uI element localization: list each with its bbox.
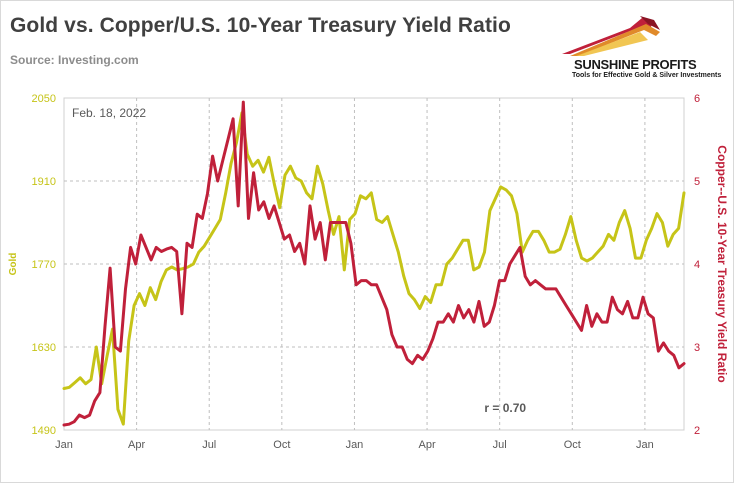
x-tick-label: Apr	[419, 439, 436, 451]
x-tick-label: Jan	[55, 439, 73, 451]
y-tick-label: 2050	[32, 93, 56, 105]
ratio-series-line	[62, 100, 686, 427]
x-tick-label: Apr	[128, 439, 145, 451]
x-tick-label: Jan	[346, 439, 364, 451]
logo-tagline: Tools for Effective Gold & Silver Invest…	[572, 72, 722, 79]
date-note: Feb. 18, 2022	[72, 106, 146, 120]
y2-tick-label: 4	[694, 259, 700, 271]
logo-mark-icon	[562, 16, 660, 56]
x-tick-label: Jul	[493, 439, 507, 451]
x-tick-label: Oct	[564, 439, 581, 451]
y2-tick-label: 6	[694, 93, 700, 105]
y-axis-title: Gold	[8, 253, 19, 276]
y2-tick-label: 2	[694, 425, 700, 437]
y-tick-label: 1770	[32, 259, 56, 271]
y-tick-label: 1910	[32, 176, 56, 188]
y2-tick-label: 5	[694, 176, 700, 188]
gold-series-line	[62, 111, 686, 426]
y-tick-label: 1630	[32, 342, 56, 354]
y2-axis-title: Copper--U.S. 10-Year Treasury Yield Rati…	[715, 145, 729, 382]
y2-tick-label: 3	[694, 342, 700, 354]
logo-name: SUNSHINE PROFITS	[574, 57, 697, 72]
x-tick-label: Oct	[273, 439, 290, 451]
correlation-label: r = 0.70	[484, 401, 526, 415]
chart-source: Source: Investing.com	[10, 53, 139, 67]
chart-title: Gold vs. Copper/U.S. 10-Year Treasury Yi…	[10, 14, 511, 37]
x-tick-label: Jul	[202, 439, 216, 451]
sunshine-profits-logo: SUNSHINE PROFITS Tools for Effective Gol…	[560, 10, 722, 79]
y-tick-label: 1490	[32, 425, 56, 437]
x-tick-label: Jan	[636, 439, 654, 451]
